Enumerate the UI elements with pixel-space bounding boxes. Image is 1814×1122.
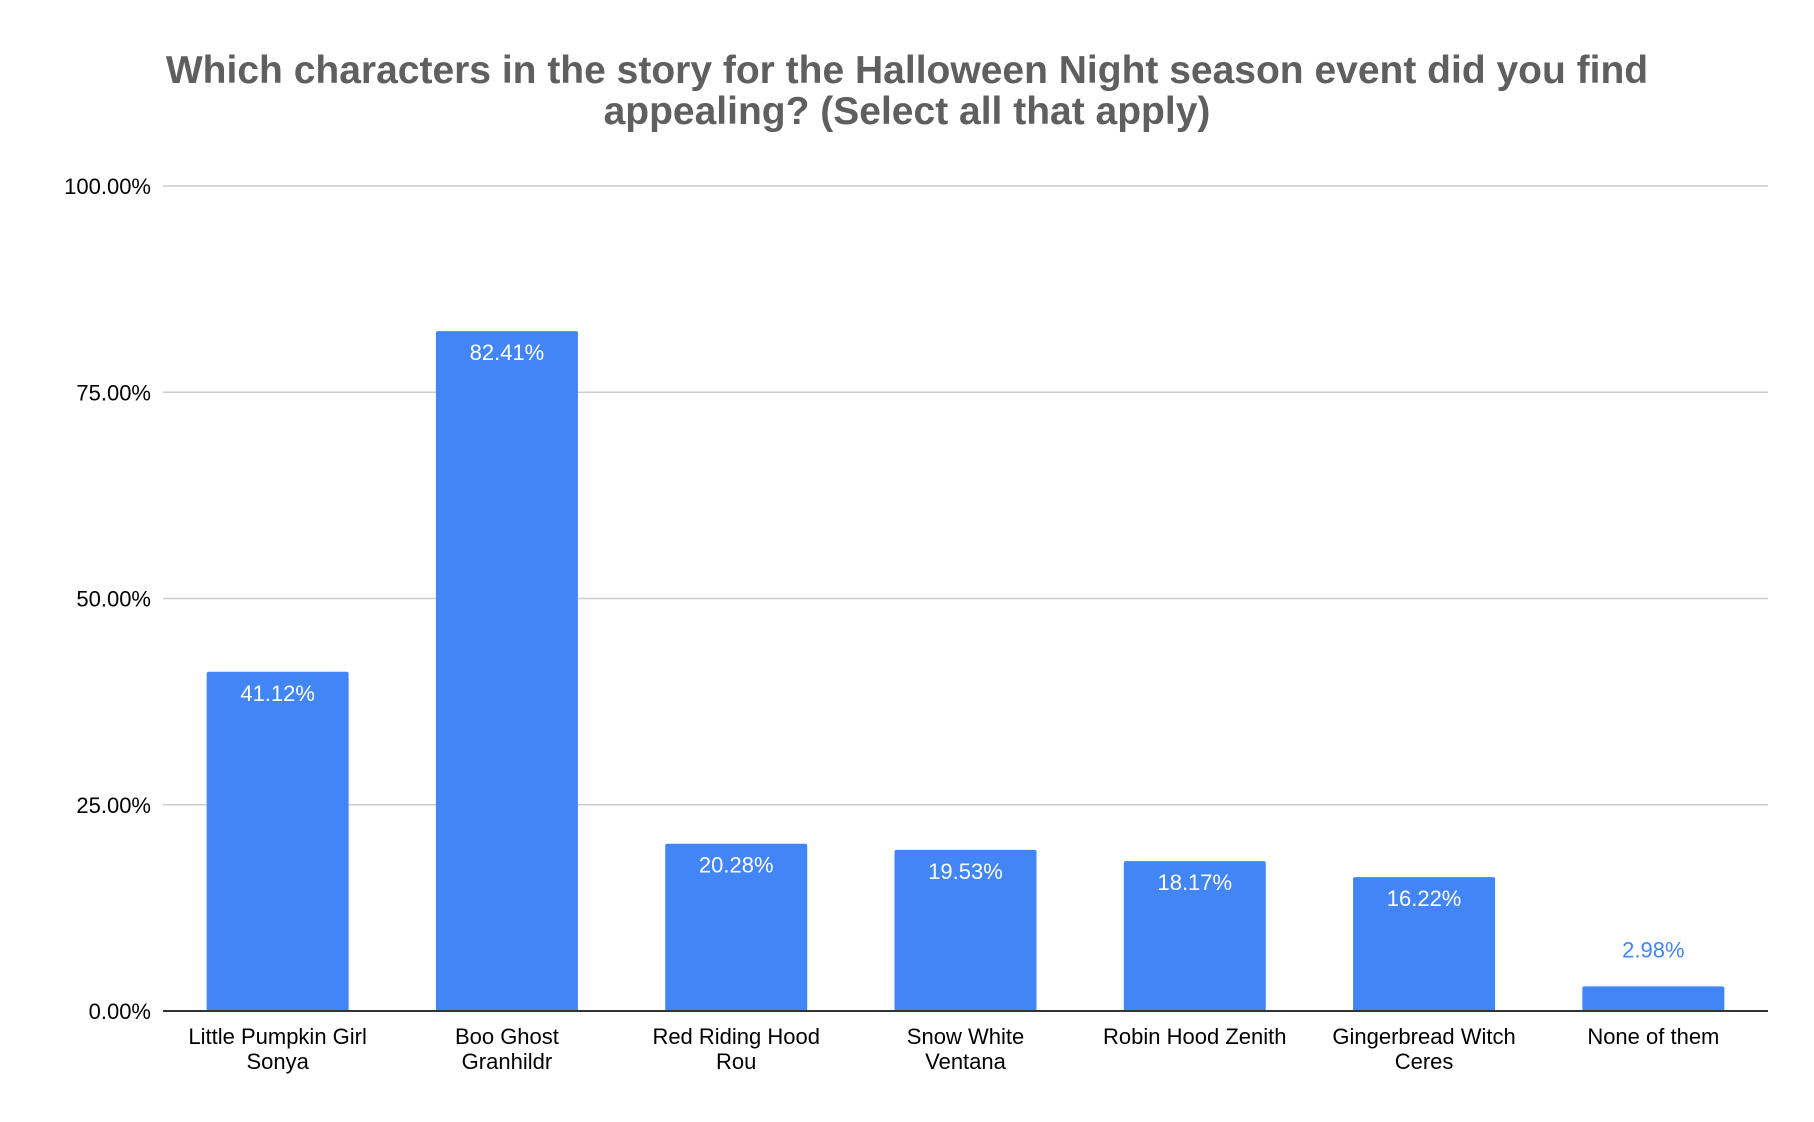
chart-title-line-1: Which characters in the story for the Ha… bbox=[165, 49, 1649, 92]
x-tick-label: Snow White bbox=[907, 1024, 1024, 1049]
x-tick-label: Ventana bbox=[925, 1049, 1007, 1074]
bar bbox=[1353, 877, 1496, 1011]
bar bbox=[1582, 986, 1725, 1011]
chart-title: Which characters in the story for the Ha… bbox=[0, 50, 1814, 132]
chart-title-line-2: appealing? (Select all that apply) bbox=[603, 90, 1211, 133]
bars bbox=[206, 331, 1725, 1011]
data-label: 18.17% bbox=[1157, 870, 1232, 895]
y-tick-label: 25.00% bbox=[76, 793, 151, 818]
bar bbox=[894, 849, 1037, 1011]
y-tick-label: 0.00% bbox=[89, 999, 151, 1024]
data-label: 2.98% bbox=[1622, 937, 1684, 962]
x-tick-label: Gingerbread Witch bbox=[1332, 1024, 1515, 1049]
x-tick-label: Sonya bbox=[246, 1049, 309, 1074]
data-label: 19.53% bbox=[928, 859, 1003, 884]
data-labels: 41.12% 82.41% 20.28% 19.53% 18.17% 16.22% 2.98… bbox=[240, 340, 1684, 962]
x-tick-label: Robin Hood Zenith bbox=[1103, 1024, 1286, 1049]
x-tick-label: Rou bbox=[716, 1049, 756, 1074]
bar bbox=[435, 331, 578, 1011]
data-label: 16.22% bbox=[1387, 886, 1462, 911]
data-label: 20.28% bbox=[699, 853, 774, 878]
y-axis-tick-labels: 0.00% 25.00% 50.00% 75.00% 100.00% bbox=[64, 174, 151, 1024]
x-tick-label: Little Pumpkin Girl bbox=[188, 1024, 367, 1049]
x-tick-label: Ceres bbox=[1395, 1049, 1454, 1074]
x-tick-label: None of them bbox=[1587, 1024, 1719, 1049]
bar bbox=[665, 843, 808, 1011]
x-tick-label: Red Riding Hood bbox=[652, 1024, 820, 1049]
data-label: 82.41% bbox=[470, 340, 545, 365]
gridlines bbox=[163, 185, 1768, 806]
x-tick-label: Boo Ghost bbox=[455, 1024, 559, 1049]
y-tick-label: 75.00% bbox=[76, 380, 151, 405]
bar bbox=[206, 671, 349, 1011]
x-tick-label: Granhildr bbox=[462, 1049, 552, 1074]
bar bbox=[1123, 861, 1266, 1011]
y-tick-label: 100.00% bbox=[64, 174, 151, 199]
y-tick-label: 50.00% bbox=[76, 587, 151, 612]
data-label: 41.12% bbox=[240, 681, 315, 706]
